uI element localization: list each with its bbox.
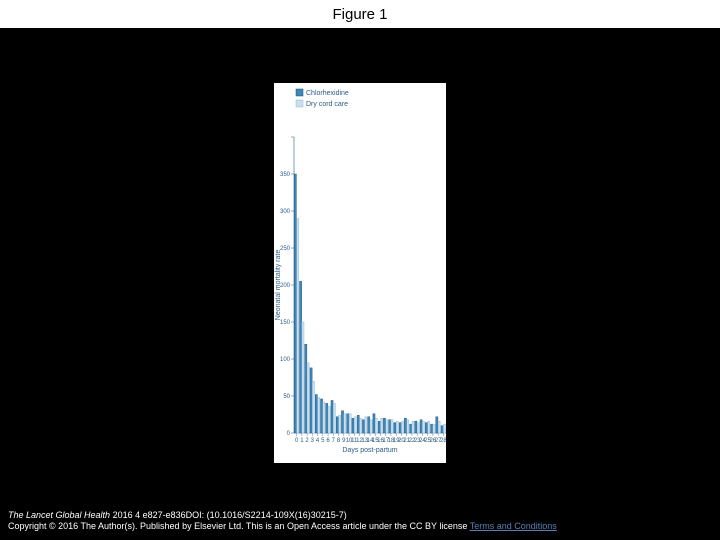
chart-panel: ChlorhexidineDry cord care05010015020025… bbox=[274, 83, 446, 463]
figure-title: Figure 1 bbox=[332, 6, 387, 23]
copyright-text: Copyright © 2016 The Author(s). Publishe… bbox=[8, 521, 470, 531]
figure-caption: The Lancet Global Health 2016 4 e827-e83… bbox=[8, 510, 712, 533]
svg-text:350: 350 bbox=[280, 172, 291, 178]
svg-text:300: 300 bbox=[280, 209, 291, 215]
svg-text:100: 100 bbox=[280, 357, 291, 363]
svg-text:Dry cord care: Dry cord care bbox=[306, 101, 348, 108]
mortality-bar-chart: ChlorhexidineDry cord care05010015020025… bbox=[274, 83, 446, 463]
figure-title-bar: Figure 1 bbox=[0, 0, 720, 28]
svg-text:Chlorhexidine: Chlorhexidine bbox=[306, 90, 349, 97]
journal-name: The Lancet Global Health bbox=[8, 510, 110, 520]
svg-text:Neonatal mortality rate: Neonatal mortality rate bbox=[275, 250, 282, 321]
svg-text:Days post-partum: Days post-partum bbox=[342, 447, 397, 454]
svg-text:50: 50 bbox=[283, 394, 290, 400]
svg-text:28: 28 bbox=[440, 438, 446, 444]
citation-ref: 2016 4 e827-e836DOI: (10.1016/S2214-109X… bbox=[110, 510, 347, 520]
terms-and-conditions-link[interactable]: Terms and Conditions bbox=[470, 521, 557, 531]
